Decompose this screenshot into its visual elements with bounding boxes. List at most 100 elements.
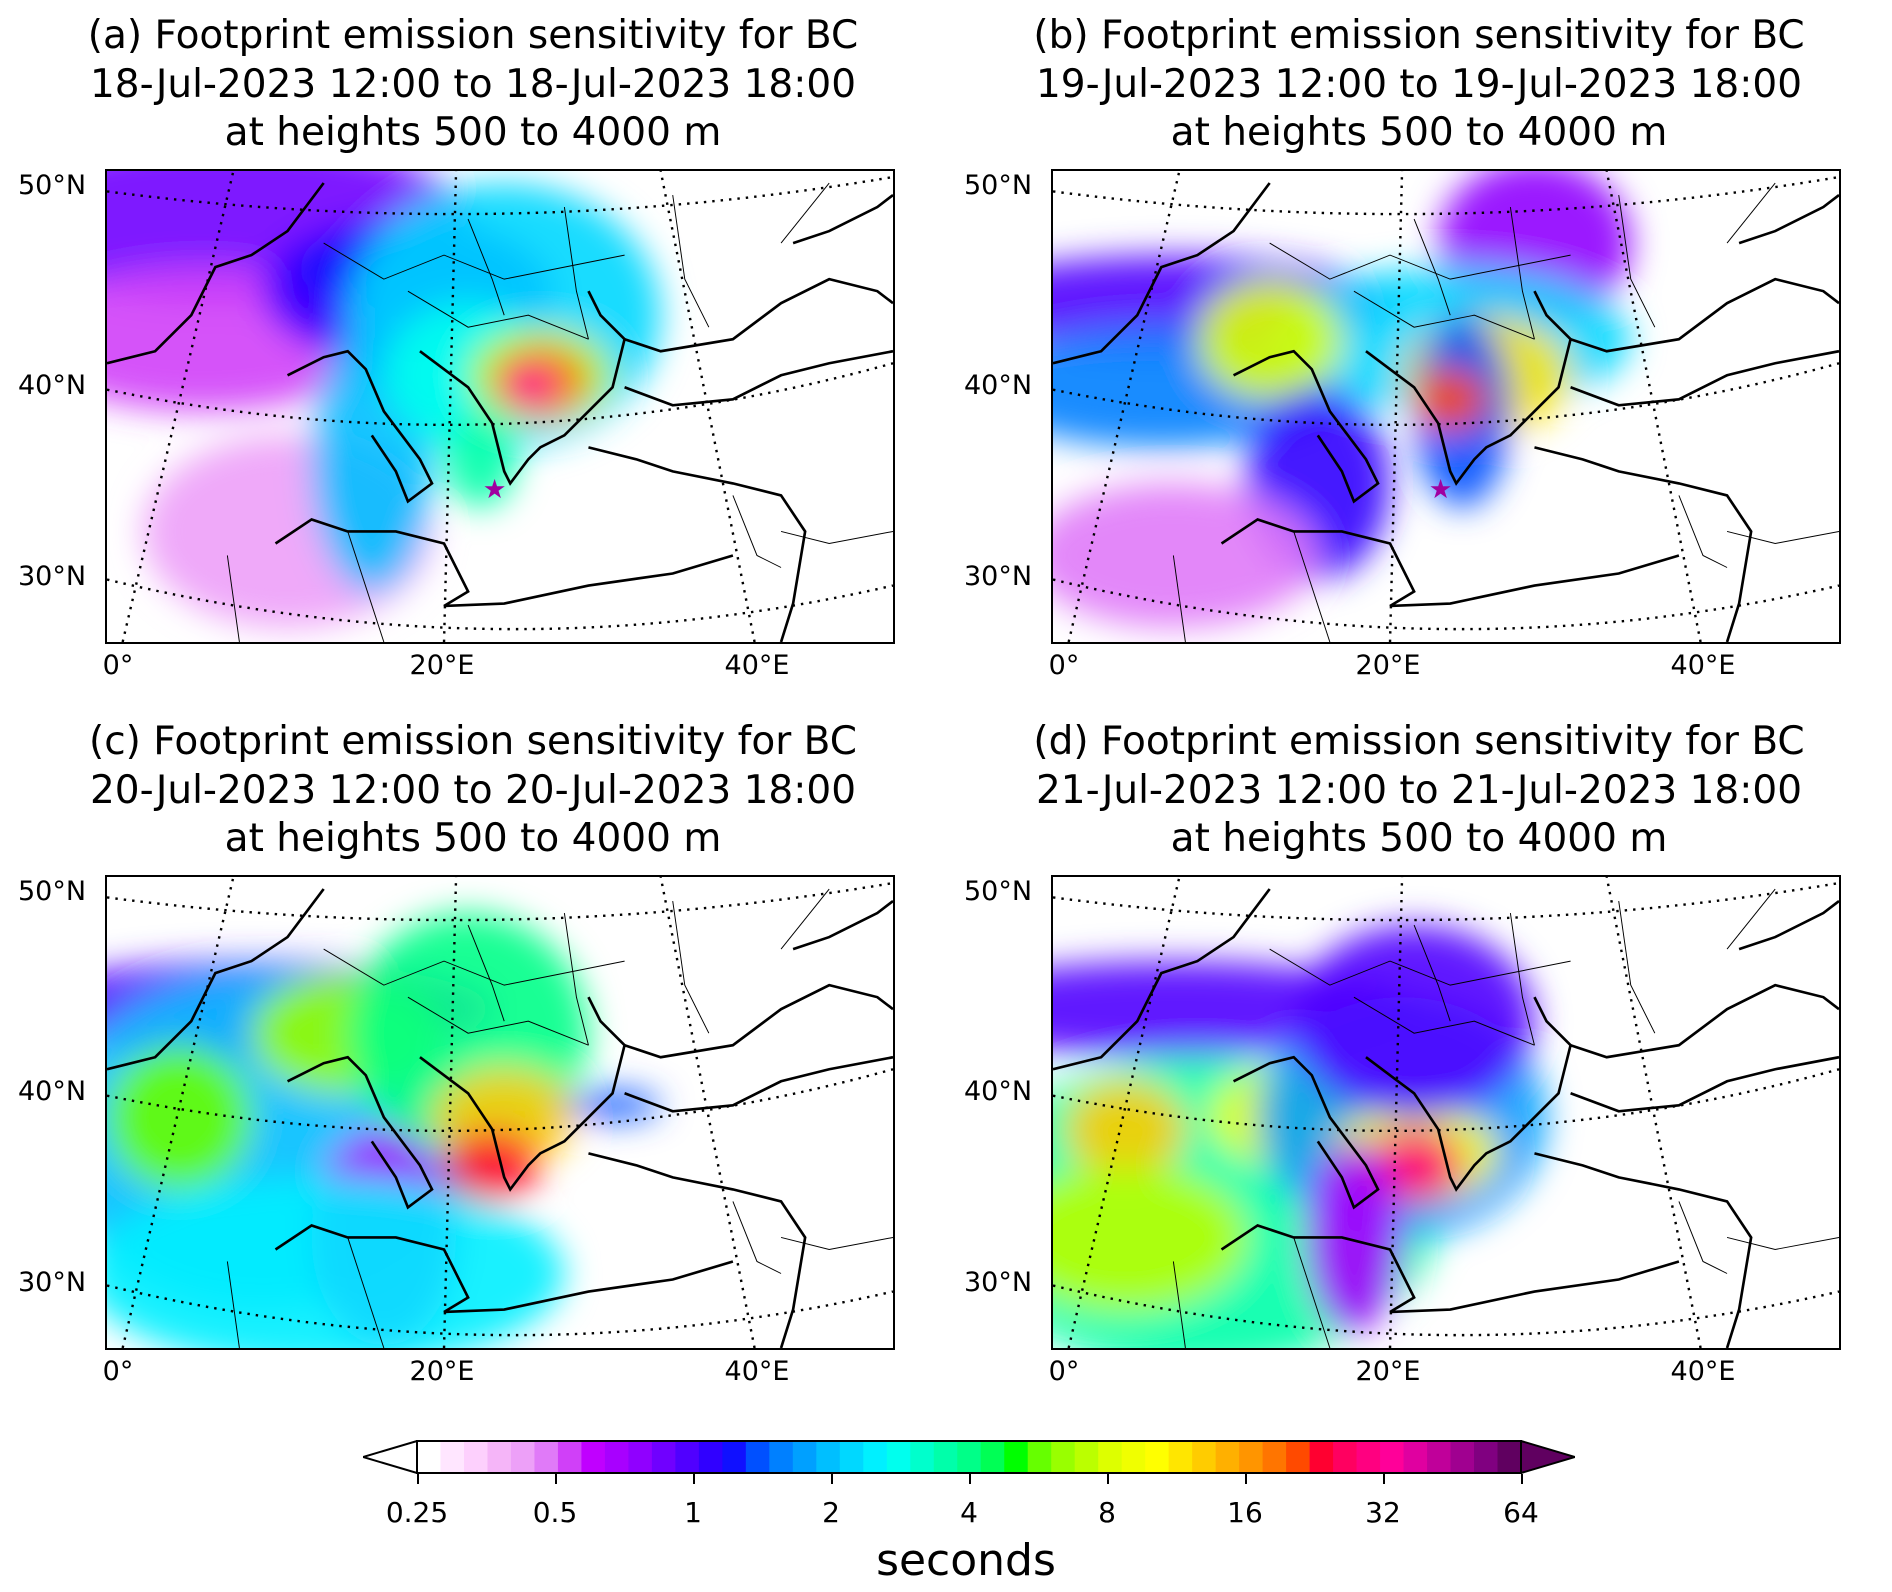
coastline xyxy=(792,899,893,951)
country-border xyxy=(780,1236,893,1250)
coastline xyxy=(1738,899,1839,951)
sensitivity-field xyxy=(1053,483,1318,628)
colorbar-segment xyxy=(510,1441,535,1473)
colorbar-segment xyxy=(1239,1441,1264,1473)
colorbar-segment xyxy=(651,1441,676,1473)
colorbar-tick xyxy=(693,1474,695,1484)
sensitivity-field xyxy=(1293,925,1535,1118)
colorbar-tick xyxy=(1107,1474,1109,1484)
country-border xyxy=(1726,888,1776,950)
colorbar-segment xyxy=(1051,1441,1076,1473)
colorbar-segment xyxy=(980,1441,1005,1473)
colorbar-tick xyxy=(1245,1474,1247,1484)
latitude-tick-label: 50°N xyxy=(964,170,1033,201)
latitude-gridline xyxy=(107,175,893,216)
colorbar-segment xyxy=(1380,1441,1405,1473)
country-border xyxy=(732,495,782,568)
colorbar-segment xyxy=(933,1441,958,1473)
colorbar-segment xyxy=(839,1441,864,1473)
country-border xyxy=(732,1201,782,1274)
colorbar-segment xyxy=(816,1441,841,1473)
latitude-gridline xyxy=(1053,1068,1839,1132)
colorbar-tick xyxy=(417,1474,419,1484)
panel-title-line: at heights 500 to 4000 m xyxy=(1170,110,1668,155)
colorbar-segment xyxy=(1121,1441,1146,1473)
colorbar-segment xyxy=(1027,1441,1052,1473)
country-border xyxy=(1726,182,1776,244)
longitude-gridline xyxy=(1605,877,1702,1348)
country-border xyxy=(780,888,830,950)
longitude-tick-label: 20°E xyxy=(1355,1356,1421,1387)
longitude-tick-label: 20°E xyxy=(409,650,475,681)
colorbar-segment xyxy=(1427,1441,1452,1473)
country-border xyxy=(323,948,625,986)
longitude-gridline xyxy=(659,171,756,642)
country-border xyxy=(1269,242,1571,280)
coastline xyxy=(1053,888,1271,1071)
coastline xyxy=(1534,1152,1753,1348)
colorbar-segment xyxy=(957,1441,982,1473)
colorbar-tick-label: 2 xyxy=(822,1496,840,1529)
coastline xyxy=(274,1223,734,1314)
colorbar-tick-label: 16 xyxy=(1227,1496,1263,1529)
sensitivity-field xyxy=(107,1045,252,1190)
panel-title-line: at heights 500 to 4000 m xyxy=(224,816,722,861)
receptor-star: ★ xyxy=(1429,474,1453,505)
colorbar-segment xyxy=(440,1441,465,1473)
country-border xyxy=(1413,924,1451,1022)
longitude-tick-label: 40°E xyxy=(724,650,790,681)
longitude-tick-label: 40°E xyxy=(1670,650,1736,681)
colorbar-tick xyxy=(1383,1474,1385,1484)
longitude-tick-label: 20°E xyxy=(1355,650,1421,681)
receptor-star: ★ xyxy=(483,474,507,505)
footprint-map: ★ xyxy=(1051,169,1841,644)
sensitivity-field xyxy=(1065,1081,1186,1178)
colorbar-segment xyxy=(628,1441,653,1473)
footprint-map xyxy=(1051,875,1841,1350)
coastline xyxy=(588,446,807,642)
country-border xyxy=(563,206,589,340)
colorbar-label: seconds xyxy=(876,1535,1056,1586)
panel-title: (c) Footprint emission sensitivity for B… xyxy=(0,718,946,864)
colorbar-segment xyxy=(557,1441,582,1473)
colorbar-segment xyxy=(745,1441,770,1473)
country-border xyxy=(467,924,505,1022)
longitude-gridline xyxy=(1388,877,1404,1348)
colorbar-segment xyxy=(1098,1441,1123,1473)
country-border xyxy=(1353,290,1535,340)
country-border xyxy=(1293,531,1331,642)
colorbar-segment xyxy=(1286,1441,1311,1473)
colorbar-segment xyxy=(1145,1441,1170,1473)
country-border xyxy=(1509,206,1535,340)
colorbar-tick-label: 32 xyxy=(1365,1496,1401,1529)
sensitivity-field xyxy=(498,363,559,412)
longitude-tick-label: 0° xyxy=(1048,650,1080,681)
country-border xyxy=(1618,194,1656,328)
coastline xyxy=(1570,349,1839,407)
panel-title-line: at heights 500 to 4000 m xyxy=(224,110,722,155)
panel-d: (d) Footprint emission sensitivity for B… xyxy=(946,706,1892,1406)
latitude-tick-label: 40°N xyxy=(18,370,87,401)
longitude-tick-label: 40°E xyxy=(724,1356,790,1387)
country-border xyxy=(1726,530,1839,544)
latitude-tick-label: 50°N xyxy=(964,876,1033,907)
coastline xyxy=(1738,193,1839,245)
country-border xyxy=(1413,218,1451,316)
panel-title: (d) Footprint emission sensitivity for B… xyxy=(946,718,1892,864)
colorbar-segment xyxy=(722,1441,747,1473)
country-border xyxy=(1172,1261,1186,1348)
coastline xyxy=(588,1152,807,1348)
sensitivity-field xyxy=(1414,369,1487,430)
footprint-map xyxy=(105,875,895,1350)
colorbar-segment xyxy=(487,1441,512,1473)
latitude-tick-label: 50°N xyxy=(18,876,87,907)
colorbar-tick-label: 0.25 xyxy=(385,1496,449,1529)
colorbar-segment xyxy=(1450,1441,1475,1473)
country-border xyxy=(1726,1236,1839,1250)
latitude-tick-label: 40°N xyxy=(18,1076,87,1107)
sensitivity-field xyxy=(1197,279,1342,400)
colorbar-tick xyxy=(969,1474,971,1484)
colorbar-segment xyxy=(1004,1441,1029,1473)
colorbar-segment xyxy=(534,1441,559,1473)
sensitivity-field xyxy=(444,411,517,508)
